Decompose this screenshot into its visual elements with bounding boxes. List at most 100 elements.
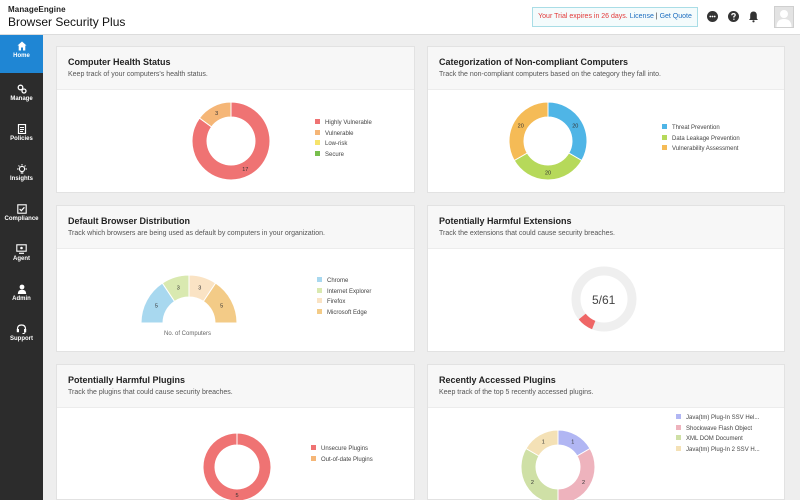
nav-label-home: Home xyxy=(13,53,30,59)
nav-label-manage: Manage xyxy=(10,96,33,102)
legend-item-chrome[interactable]: Chrome xyxy=(317,277,371,289)
legend-item-data-leakage-prevention[interactable]: Data Leakage Prevention xyxy=(662,134,740,147)
browser-semicircle-chart[interactable]: 5 3 3 5 xyxy=(57,249,416,353)
slice-threat-prevention[interactable] xyxy=(547,101,588,162)
insights-icon xyxy=(16,164,27,174)
legend-label: Highly Vulnerable xyxy=(325,120,372,127)
legend-swatch xyxy=(676,414,681,419)
legend-item-highly-vulnerable[interactable]: Highly Vulnerable xyxy=(315,119,372,131)
gauge-track xyxy=(571,266,637,332)
nav-insights[interactable]: Insights xyxy=(0,158,43,196)
slice-value-label: 3 xyxy=(198,286,201,292)
nav-admin[interactable]: Admin xyxy=(0,278,43,316)
legend-label: Java(tm) Plug-In SSV Hel... xyxy=(686,415,760,422)
legend-swatch xyxy=(662,145,667,150)
user-icon xyxy=(776,10,792,27)
brand-top: ManageEngine xyxy=(8,5,66,14)
nav-support[interactable]: Support xyxy=(0,318,43,356)
help-icon[interactable] xyxy=(727,10,740,23)
legend-swatch xyxy=(317,287,322,293)
legend-item-vulnerability-assessment[interactable]: Vulnerability Assessment xyxy=(662,145,740,157)
card-header: Categorization of Non-compliant Computer… xyxy=(428,47,784,90)
legend-item-microsoft-edge[interactable]: Microsoft Edge xyxy=(317,308,371,321)
legend-item-threat-prevention[interactable]: Threat Prevention xyxy=(662,124,740,136)
card-subtitle: Track the extensions that could cause se… xyxy=(439,230,615,237)
extensions-gauge-chart[interactable] xyxy=(428,249,786,353)
bell-icon[interactable] xyxy=(747,10,760,23)
license-link[interactable]: License xyxy=(629,13,654,20)
plugins-donut-chart[interactable]: 5 xyxy=(57,408,416,500)
slice-highly-vulnerable[interactable] xyxy=(191,101,271,181)
nav-agent[interactable]: Agent xyxy=(0,238,43,276)
product-logo[interactable]: ManageEngine Browser Security Plus xyxy=(8,5,125,29)
recent-plugins-donut-chart[interactable]: 1 2 2 1 xyxy=(428,408,786,500)
legend-label: Shockwave Flash Object xyxy=(686,425,753,432)
admin-icon xyxy=(17,284,26,294)
slice-shockwave-flash-object[interactable] xyxy=(557,447,596,500)
gauge-value-label: 5/61 xyxy=(592,293,616,307)
chat-icon[interactable] xyxy=(706,10,719,23)
legend-label: Unsecure Plugins xyxy=(321,446,369,453)
slice-value-label: 2 xyxy=(531,480,534,486)
legend-label: Out-of-date Plugins xyxy=(321,456,373,463)
legend-item-shockwave-flash-object[interactable]: Shockwave Flash Object xyxy=(676,424,760,437)
legend-item-low-risk[interactable]: Low-risk xyxy=(315,140,372,152)
health-donut-chart[interactable]: 17 3 xyxy=(57,90,416,194)
slice-unsecure-plugins[interactable] xyxy=(202,432,272,500)
slice-xml-dom-document[interactable] xyxy=(520,447,559,500)
card-noncompliant: Categorization of Non-compliant Computer… xyxy=(427,46,785,193)
legend-item-xml-dom-document[interactable]: XML DOM Document xyxy=(676,435,760,447)
nav-home[interactable]: Home xyxy=(0,35,43,73)
slice-value-label: 1 xyxy=(571,439,574,445)
legend-swatch xyxy=(317,277,322,282)
legend-label: Secure xyxy=(325,151,345,158)
legend-item-vulnerable[interactable]: Vulnerable xyxy=(315,129,372,142)
legend-swatch xyxy=(315,129,320,135)
nav-label-admin: Admin xyxy=(12,296,31,302)
policies-icon xyxy=(17,124,26,134)
legend-item-firefox[interactable]: Firefox xyxy=(317,298,371,310)
card-subtitle: Track the non-compliant computers based … xyxy=(439,71,661,78)
slice-value-label: 5 xyxy=(220,304,223,310)
legend-swatch xyxy=(317,298,322,303)
card-title: Categorization of Non-compliant Computer… xyxy=(439,57,628,67)
card-subtitle: Track the plugins that could cause secur… xyxy=(68,389,233,396)
slice-value-label: 20 xyxy=(518,123,524,129)
trial-text: Your Trial expires in 26 days. xyxy=(538,13,628,20)
nav-label-agent: Agent xyxy=(13,256,30,262)
gauge-value-arc[interactable] xyxy=(578,313,596,330)
legend-item-out-of-date-plugins[interactable]: Out-of-date Plugins xyxy=(311,455,373,468)
legend-item-java-tm-plug-in-ssv-hel[interactable]: Java(tm) Plug-In SSV Hel... xyxy=(676,414,760,426)
get-quote-link[interactable]: Get Quote xyxy=(659,13,692,20)
legend-swatch xyxy=(662,134,667,140)
legend-swatch xyxy=(311,445,316,450)
agent-icon xyxy=(16,244,27,254)
legend-label: Low-risk xyxy=(325,141,348,148)
nav-manage[interactable]: Manage xyxy=(0,78,43,116)
noncompliant-donut-chart[interactable]: 20 20 20 xyxy=(428,90,786,194)
legend-label: Vulnerable xyxy=(325,130,354,137)
card-title: Recently Accessed Plugins xyxy=(439,375,556,385)
user-avatar[interactable] xyxy=(774,6,794,28)
noncompliant-legend: Threat Prevention Data Leakage Prevention… xyxy=(662,124,740,157)
recent-plugins-legend: Java(tm) Plug-In SSV Hel... Shockwave Fla… xyxy=(676,414,760,458)
card-harmful-plugins: Potentially Harmful Plugins Track the pl… xyxy=(56,364,415,500)
nav-compliance[interactable]: Compliance xyxy=(0,198,43,236)
brand-main: Browser Security Plus xyxy=(8,15,126,29)
legend-label: Java(tm) Plug-In 2 SSV H... xyxy=(686,446,760,453)
slice-java-tm-plug-in-2-ssv-h[interactable] xyxy=(525,429,559,457)
trial-banner: Your Trial expires in 26 days. License |… xyxy=(532,7,698,27)
legend-item-secure[interactable]: Secure xyxy=(315,150,372,163)
legend-item-internet-explorer[interactable]: Internet Explorer xyxy=(317,287,371,300)
slice-vulnerability-assessment[interactable] xyxy=(508,101,549,162)
card-harmful-extensions: Potentially Harmful Extensions Track the… xyxy=(427,205,785,352)
trial-separator: | xyxy=(655,13,658,20)
nav-policies[interactable]: Policies xyxy=(0,118,43,156)
slice-microsoft-edge[interactable] xyxy=(202,282,238,324)
legend-swatch xyxy=(311,455,316,461)
slice-value-label: 17 xyxy=(242,167,248,173)
legend-item-java-tm-plug-in-2-ssv-h[interactable]: Java(tm) Plug-In 2 SSV H... xyxy=(676,445,760,458)
support-icon xyxy=(16,324,27,334)
slice-vulnerable[interactable] xyxy=(198,101,232,128)
legend-item-unsecure-plugins[interactable]: Unsecure Plugins xyxy=(311,445,373,457)
